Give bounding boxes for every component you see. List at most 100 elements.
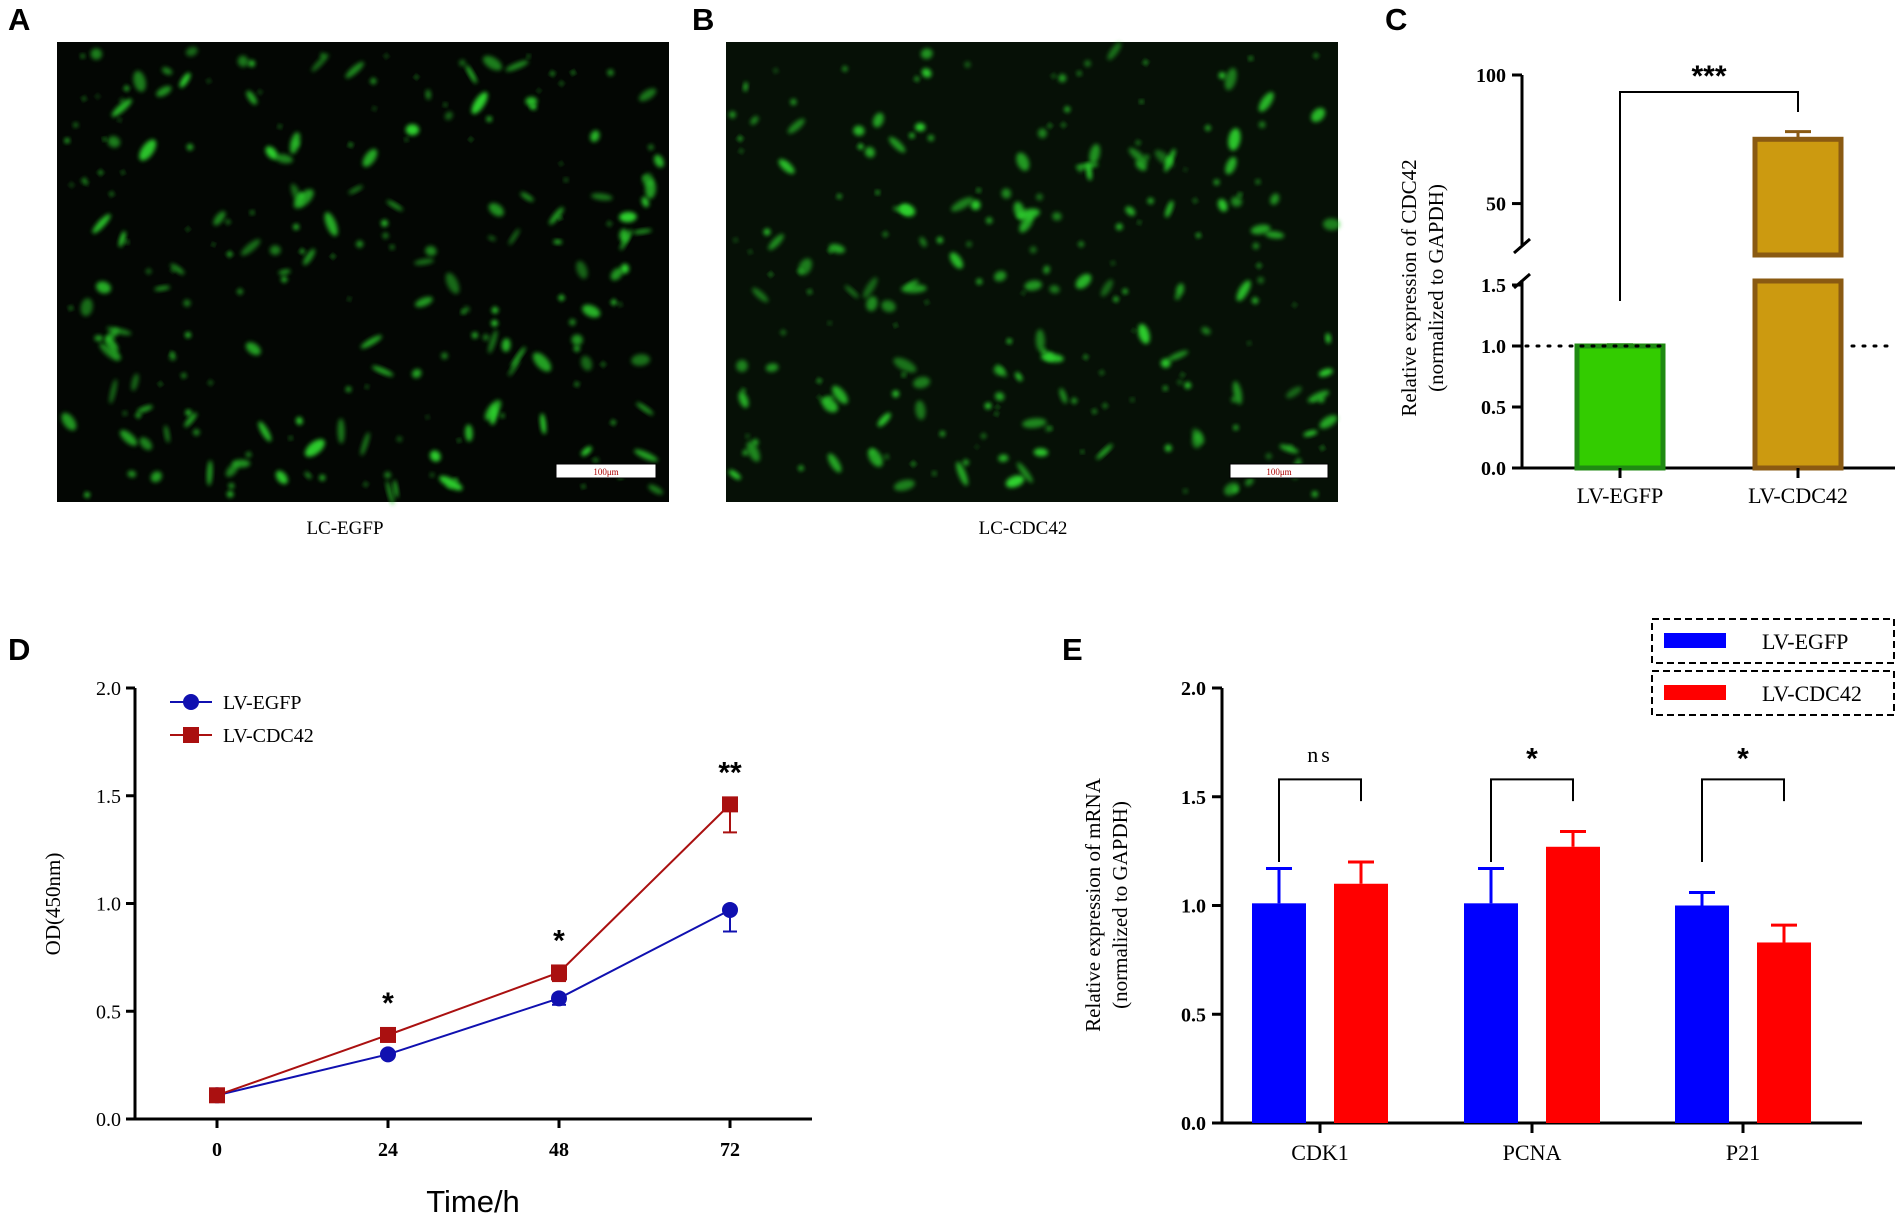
fluorescent-cell — [1084, 60, 1091, 67]
x-axis-label: Time/h — [426, 1184, 520, 1219]
fluorescent-cell — [1013, 201, 1025, 219]
fluorescent-cell — [303, 248, 316, 266]
fluorescent-cell — [984, 402, 992, 410]
fluorescent-cell — [576, 260, 588, 279]
y-tick-label: 0.0 — [1181, 1113, 1206, 1135]
fluorescent-cell — [1016, 152, 1030, 171]
fluorescent-cell — [1279, 444, 1299, 454]
fluorescent-cell — [787, 118, 805, 134]
fluorescent-cell — [970, 200, 981, 210]
fluorescent-cell — [857, 143, 864, 150]
fluorescent-cell — [915, 400, 926, 420]
fluorescent-cell — [913, 376, 931, 389]
fluorescent-cell — [1247, 341, 1251, 345]
fluorescent-cell — [765, 363, 779, 372]
fluorescent-cell — [245, 342, 261, 356]
legend-marker — [183, 694, 199, 710]
fluorescent-cell — [962, 459, 969, 466]
fluorescent-cell — [84, 492, 90, 498]
fluorescent-cell — [154, 285, 171, 291]
fluorescent-cell — [1213, 179, 1220, 186]
fluorescent-cell — [275, 470, 288, 485]
fluorescent-cell — [932, 471, 937, 476]
fluorescent-cell — [117, 118, 122, 122]
fluorescent-cell — [1233, 425, 1239, 431]
fluorescent-cell — [607, 69, 614, 76]
significance-label: * — [553, 924, 565, 957]
fluorescent-cell — [500, 413, 505, 418]
fluorescent-cell — [893, 357, 917, 373]
fluorescent-cell — [915, 122, 926, 132]
fluorescent-cell — [1245, 477, 1254, 486]
fluorescent-cell — [81, 178, 88, 184]
legend-label: LV-CDC42 — [223, 725, 314, 747]
bar-lv-cdc42-upper — [1752, 136, 1844, 258]
x-tick-label: LV-EGFP — [1577, 483, 1663, 508]
fluorescent-cell — [728, 469, 741, 480]
x-tick-label: PCNA — [1503, 1140, 1562, 1165]
fluorescent-cell — [275, 154, 293, 164]
fluorescent-cell — [348, 142, 353, 147]
legend-label: LV-CDC42 — [1762, 681, 1862, 706]
fluorescent-cell — [634, 449, 658, 462]
fluorescent-cell — [590, 130, 600, 142]
fluorescent-cell — [441, 352, 448, 360]
fluorescent-cell — [591, 193, 613, 201]
fluorescent-cell — [1292, 303, 1297, 307]
fluorescent-cell — [601, 362, 606, 367]
fluorescent-cell — [1125, 206, 1136, 216]
fluorescent-cell — [299, 249, 305, 254]
bar-pcna-lv-egfp — [1464, 903, 1518, 1123]
fluorescent-cell — [525, 96, 538, 106]
significance-label: * — [382, 987, 394, 1020]
fluorescent-cell — [94, 335, 104, 342]
fluorescent-cell — [642, 175, 648, 181]
fluorescent-cell — [636, 402, 654, 415]
fluorescent-cell — [1135, 140, 1141, 146]
fluorescent-cell — [520, 192, 534, 202]
y-axis-label-line2: (normalized to GAPDH) — [1108, 801, 1132, 1009]
fluorescent-cell — [581, 446, 592, 456]
axis-break-mark — [1513, 237, 1531, 255]
y-axis-label-line2: (normalized to GAPDH) — [1424, 184, 1448, 392]
fluorescent-cell — [648, 144, 654, 151]
fluorescent-cell — [993, 366, 1005, 376]
fluorescent-cell — [1255, 179, 1261, 185]
fluorescent-cell — [425, 415, 430, 419]
fluorescent-cell — [1052, 212, 1062, 221]
fluorescent-cell — [610, 268, 623, 281]
fluorescent-cell — [393, 479, 399, 498]
fluorescent-cell — [1167, 350, 1189, 361]
fluorescent-cell — [975, 445, 979, 449]
fluorescent-cell — [489, 405, 498, 425]
y-axis-label-line1: Relative expression of mRNA — [1081, 777, 1105, 1032]
fluorescent-cell — [1064, 106, 1071, 113]
y-axis-label: OD(450nm) — [41, 853, 65, 956]
fluorescent-cell — [73, 122, 79, 128]
fluorescent-cell — [1139, 100, 1144, 104]
significance-bracket — [1490, 778, 1574, 862]
fluorescent-cell — [184, 412, 197, 428]
fluorescent-cell — [949, 252, 963, 269]
fluorescent-cell — [631, 354, 650, 366]
legend-label: LV-EGFP — [223, 692, 302, 714]
fluorescent-cell — [64, 138, 70, 144]
fluorescent-cell — [109, 379, 118, 404]
micrograph-cells-b — [728, 42, 1341, 498]
y-tick-label: 1.0 — [96, 894, 121, 916]
y-tick-label: 100 — [1476, 65, 1506, 87]
fluorescent-cell — [414, 75, 418, 79]
fluorescent-cell — [281, 276, 288, 283]
fluorescent-cell — [1166, 157, 1172, 163]
fluorescent-cell — [909, 132, 915, 139]
fluorescent-cell — [164, 425, 170, 443]
fluorescent-cell — [1176, 283, 1184, 297]
fluorescent-cell — [966, 241, 972, 247]
fluorescent-cell — [1311, 491, 1318, 498]
fluorescent-cell — [304, 439, 325, 457]
y-tick-label: 0.5 — [96, 1001, 121, 1023]
fluorescent-cell — [183, 299, 191, 307]
fluorescent-cell — [225, 463, 239, 477]
micrograph-lc-cdc42 — [726, 42, 1338, 502]
chart-cdc42-expression: 0.0 0.5 1.0 1.5 50 100 LV-EGFP LV-CDC42 *** Relat… — [1397, 60, 1897, 508]
